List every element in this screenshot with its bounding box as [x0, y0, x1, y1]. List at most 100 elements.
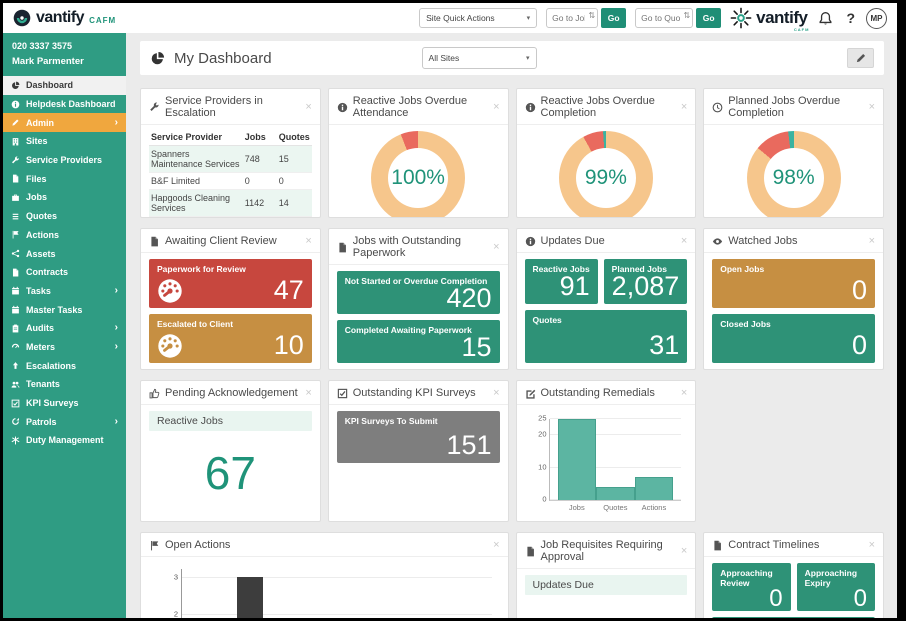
pie-icon	[11, 81, 20, 90]
quotes-count-link[interactable]: 14	[276, 189, 312, 217]
tile-not-started-or-overdue[interactable]: Not Started or Overdue Completion 420	[336, 271, 500, 314]
sidebar-item-label: Files	[26, 173, 47, 184]
jobs-count-link[interactable]: 0	[242, 172, 277, 190]
widget-service-providers-in-escalation: Service Providers in Escalation × Servic…	[140, 88, 321, 218]
chevron-right-icon: ›	[114, 322, 118, 334]
tile-approaching-review[interactable]: Approaching Review 0	[712, 563, 791, 611]
jobs-count-link[interactable]: 1142	[242, 189, 277, 217]
close-icon[interactable]: ×	[493, 386, 500, 399]
sidebar-item-dashboard[interactable]: Dashboard	[3, 76, 126, 95]
widget-title: Reactive Jobs Overdue Completion	[540, 95, 655, 119]
sidebar-item-files[interactable]: Files	[3, 169, 126, 188]
tile-reactive-jobs[interactable]: Reactive Jobs 91	[524, 259, 598, 304]
tile-paperwork-for-review[interactable]: Paperwork for Review 47	[149, 259, 312, 308]
briefcase-icon	[11, 193, 20, 202]
sidebar-item-actions[interactable]: Actions	[3, 226, 126, 245]
sidebar-item-label: Assets	[26, 248, 56, 259]
jobs-count-link[interactable]: 748	[242, 145, 277, 173]
site-quick-actions-select[interactable]: Site Quick Actions ▾	[419, 8, 538, 28]
close-icon[interactable]: ×	[680, 234, 688, 247]
widget-title: Updates Due	[540, 235, 605, 247]
tile-kpi-surveys-to-submit[interactable]: KPI Surveys To Submit 151	[336, 411, 500, 463]
tile-approaching-expiry[interactable]: Approaching Expiry 0	[796, 563, 875, 611]
close-icon[interactable]: ×	[305, 100, 312, 113]
sidebar-item-contracts[interactable]: Contracts	[3, 263, 126, 282]
provider-name: Hapgoods Cleaning Services	[149, 189, 243, 217]
close-icon[interactable]: ×	[680, 544, 688, 557]
sidebar-item-assets[interactable]: Assets	[3, 244, 126, 263]
sidebar-item-admin[interactable]: Admin ›	[3, 113, 126, 133]
help-button[interactable]: ?	[846, 10, 855, 26]
calendar-icon	[11, 305, 20, 314]
close-icon[interactable]: ×	[868, 234, 875, 247]
sidebar-item-label: Admin	[26, 117, 54, 128]
bar-open-actions	[237, 577, 263, 618]
close-icon[interactable]: ×	[868, 538, 875, 551]
sidebar-item-tasks[interactable]: Tasks ›	[3, 282, 126, 301]
stepper-arrows-icon[interactable]: ⇅	[588, 11, 596, 20]
widget-title: Jobs with Outstanding Paperwork	[352, 235, 461, 259]
asterisk-icon	[11, 436, 20, 445]
chevron-down-icon: ▾	[526, 55, 530, 62]
gridline: 2	[174, 610, 492, 618]
close-icon[interactable]: ×	[680, 386, 688, 399]
sidebar-item-kpi-surveys[interactable]: KPI Surveys	[3, 394, 126, 413]
tile-contract-timelines-extra[interactable]	[712, 617, 875, 618]
close-icon[interactable]: ×	[493, 100, 500, 113]
donut-percentage: 100%	[391, 166, 445, 189]
sidebar-item-label: Helpdesk Dashboard	[26, 99, 116, 110]
tile-planned-jobs[interactable]: Planned Jobs 2,087	[603, 259, 688, 304]
tile-closed-jobs[interactable]: Closed Jobs 0	[712, 314, 875, 363]
sidebar-item-service-providers[interactable]: Service Providers	[3, 151, 126, 170]
strip-updates-due: Updates Due	[524, 575, 688, 595]
go-to-job-input[interactable]	[546, 8, 599, 28]
tile-completed-awaiting-paperwork[interactable]: Completed Awaiting Paperwork 15	[336, 320, 500, 363]
sidebar-item-helpdesk-dashboard[interactable]: Helpdesk Dashboard	[3, 95, 126, 114]
refresh-icon	[11, 417, 20, 426]
go-to-job-button[interactable]: Go	[601, 8, 627, 28]
sidebar-item-escalations[interactable]: Escalations	[3, 356, 126, 375]
close-icon[interactable]: ×	[305, 234, 312, 247]
clipboard-icon	[11, 324, 20, 333]
widget-grid: Service Providers in Escalation × Servic…	[140, 88, 884, 618]
sidebar-item-jobs[interactable]: Jobs	[3, 188, 126, 207]
sidebar-item-audits[interactable]: Audits ›	[3, 319, 126, 338]
quotes-count-link[interactable]: 15	[276, 145, 312, 173]
gridline: 3	[174, 573, 492, 582]
sidebar-item-quotes[interactable]: Quotes	[3, 207, 126, 226]
sidebar-item-meters[interactable]: Meters ›	[3, 338, 126, 357]
quotes-count-link[interactable]: 0	[276, 172, 312, 190]
dashboard-pie-icon	[150, 51, 165, 66]
sidebar-item-tenants[interactable]: Tenants	[3, 375, 126, 394]
go-to-quote-button[interactable]: Go	[696, 8, 722, 28]
widget-outstanding-remedials: Outstanding Remedials × 0 10 20 25 Jobs Quote…	[515, 380, 697, 522]
donut-chart: 100%	[371, 131, 466, 217]
close-icon[interactable]: ×	[680, 100, 688, 113]
sidebar-item-patrols[interactable]: Patrols ›	[3, 412, 126, 431]
sidebar-item-sites[interactable]: Sites	[3, 132, 126, 151]
tile-quotes[interactable]: Quotes 31	[524, 309, 688, 363]
widget-title: Awaiting Client Review	[165, 235, 277, 247]
edit-dashboard-button[interactable]	[847, 48, 874, 68]
sidebar-item-duty-management[interactable]: Duty Management	[3, 431, 126, 450]
site-filter-select[interactable]: All Sites ▾	[421, 47, 537, 69]
bar-actions: Actions	[634, 477, 674, 512]
donut-percentage: 98%	[772, 166, 815, 189]
close-icon[interactable]: ×	[868, 100, 875, 113]
tile-open-jobs[interactable]: Open Jobs 0	[712, 259, 875, 308]
list-icon	[11, 212, 20, 221]
gridline: 25	[538, 414, 682, 423]
requisites-count: 0	[525, 595, 688, 618]
user-avatar[interactable]: MP	[866, 7, 887, 29]
close-icon[interactable]: ×	[305, 386, 312, 399]
sidebar-item-master-tasks[interactable]: Master Tasks	[3, 300, 126, 319]
check-square-icon	[337, 388, 348, 399]
notifications-bell-button[interactable]	[816, 9, 835, 28]
table-header-row: Service Provider Jobs Quotes	[149, 129, 312, 146]
close-icon[interactable]: ×	[493, 538, 500, 551]
stepper-arrows-icon[interactable]: ⇅	[683, 11, 691, 20]
sidebar-item-label: Actions	[26, 229, 60, 240]
close-icon[interactable]: ×	[493, 240, 500, 253]
go-to-quote-input[interactable]	[635, 8, 694, 28]
tile-escalated-to-client[interactable]: Escalated to Client 10	[149, 314, 312, 363]
